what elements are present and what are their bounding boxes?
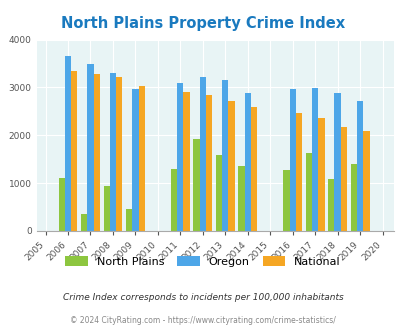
Bar (193, 139, 199, 231)
Bar (356, 101, 362, 231)
Bar (244, 93, 250, 231)
Bar (58, 178, 65, 231)
Bar (250, 107, 256, 231)
Bar (132, 89, 138, 231)
Bar (138, 85, 145, 231)
Bar (295, 113, 301, 231)
Bar (238, 166, 244, 231)
Bar (222, 80, 228, 231)
Bar (289, 89, 295, 231)
Text: North Plains Property Crime Index: North Plains Property Crime Index (61, 16, 344, 31)
Bar (94, 74, 100, 231)
Bar (177, 83, 183, 231)
Legend: North Plains, Oregon, National: North Plains, Oregon, National (65, 256, 340, 267)
Bar (334, 93, 340, 231)
Bar (311, 88, 318, 231)
Bar (205, 95, 212, 231)
Bar (362, 130, 369, 231)
Bar (116, 77, 122, 231)
Bar (327, 179, 334, 231)
Bar (183, 92, 189, 231)
Text: Crime Index corresponds to incidents per 100,000 inhabitants: Crime Index corresponds to incidents per… (62, 292, 343, 302)
Bar (305, 153, 311, 231)
Bar (103, 185, 109, 231)
Bar (283, 170, 289, 231)
Bar (87, 63, 94, 231)
Bar (126, 210, 132, 231)
Text: © 2024 CityRating.com - https://www.cityrating.com/crime-statistics/: © 2024 CityRating.com - https://www.city… (70, 315, 335, 325)
Bar (65, 56, 71, 231)
Bar (199, 77, 205, 231)
Bar (71, 71, 77, 231)
Bar (109, 73, 116, 231)
Bar (81, 214, 87, 231)
Bar (228, 101, 234, 231)
Bar (171, 169, 177, 231)
Bar (350, 164, 356, 231)
Bar (340, 127, 346, 231)
Bar (318, 117, 324, 231)
Bar (215, 155, 222, 231)
